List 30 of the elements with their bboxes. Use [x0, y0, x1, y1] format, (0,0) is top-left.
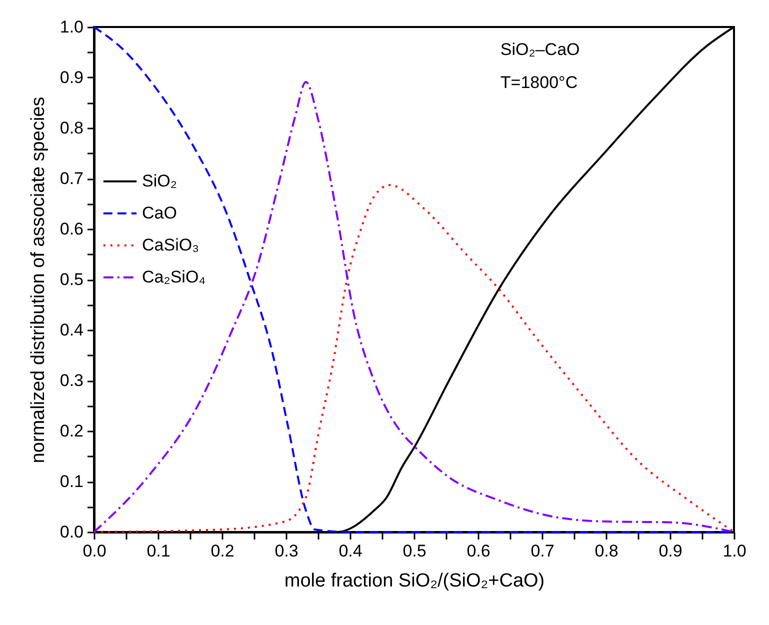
annotation: T=1800°C — [500, 73, 578, 92]
x-axis-title: mole fraction SiO₂/(SiO₂+CaO) — [284, 570, 545, 592]
y-tick-label: 0.1 — [60, 472, 84, 491]
y-tick-label: 0.0 — [60, 522, 84, 542]
x-tick-label: 0.5 — [402, 542, 426, 560]
y-tick-label: 0.6 — [60, 220, 84, 238]
y-tick-label: 0.8 — [60, 118, 84, 138]
y-tick-label: 0.9 — [60, 68, 84, 87]
x-tick-label: 0.3 — [274, 542, 298, 560]
x-tick-label: 0.8 — [594, 542, 618, 560]
x-tick-label: 0.1 — [146, 542, 170, 560]
y-tick-label: 0.7 — [60, 169, 84, 188]
y-tick-label: 0.5 — [60, 270, 84, 289]
legend-label: SiO₂ — [142, 171, 177, 190]
y-tick-label: 1.0 — [60, 18, 84, 36]
x-tick-label: 0.4 — [338, 542, 362, 560]
annotation: SiO₂–CaO — [500, 40, 580, 59]
x-tick-label: 0.0 — [82, 542, 106, 560]
legend-label: CaSiO₃ — [142, 235, 199, 254]
x-tick-label: 0.7 — [530, 542, 554, 560]
x-tick-label: 1.0 — [722, 542, 746, 560]
x-tick-label: 0.9 — [658, 542, 682, 560]
x-tick-label: 0.2 — [210, 542, 234, 560]
x-tick-label: 0.6 — [466, 542, 490, 560]
y-axis-title: normalized distribution of associate species — [28, 96, 49, 464]
y-tick-label: 0.3 — [60, 371, 84, 390]
y-tick-label: 0.4 — [60, 320, 84, 340]
legend-label: Ca₂SiO₄ — [142, 267, 206, 286]
y-tick-label: 0.2 — [60, 422, 84, 440]
legend-label: CaO — [142, 203, 177, 222]
